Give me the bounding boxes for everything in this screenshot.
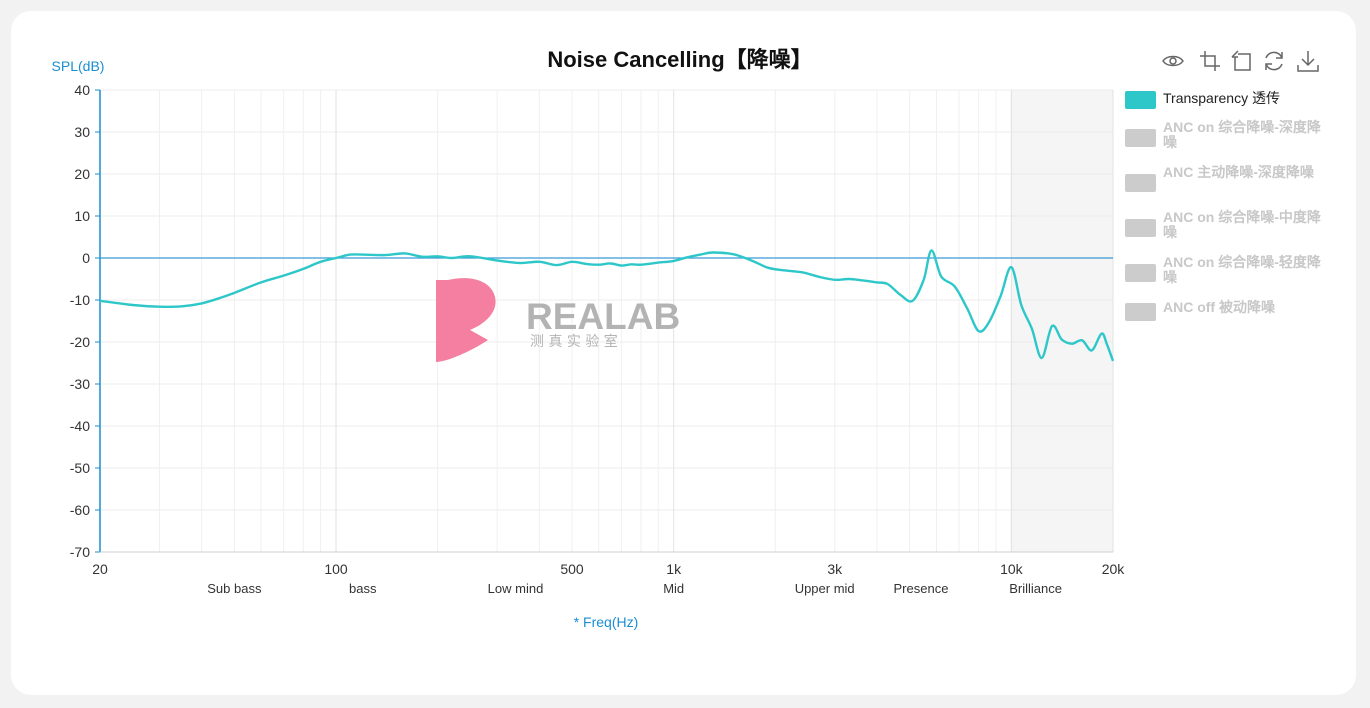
crop-icon[interactable]	[1197, 48, 1223, 74]
series-group	[99, 249, 1115, 362]
y-axis-label: SPL(dB)	[52, 58, 105, 74]
x-tick-label: 100	[324, 561, 348, 577]
band-label: Presence	[894, 581, 949, 596]
y-tick-label: -10	[70, 292, 90, 308]
x-tick-label: 20	[92, 561, 108, 577]
band-label: bass	[349, 581, 377, 596]
y-tick-label: -40	[70, 418, 90, 434]
legend-swatch	[1125, 264, 1156, 282]
y-tick-label: 20	[74, 166, 90, 182]
brilliance-shaded-region	[1011, 90, 1113, 552]
eye-icon[interactable]	[1160, 48, 1186, 74]
grid-lines	[99, 89, 1114, 553]
legend-swatch	[1125, 303, 1156, 321]
download-icon[interactable]	[1295, 48, 1321, 74]
legend-label: ANC 主动降噪-深度降噪	[1163, 164, 1314, 180]
series-line-transparency	[99, 249, 1115, 362]
legend-label: ANC on 综合降噪-轻度降噪	[1163, 254, 1321, 285]
legend-label: Transparency 透传	[1163, 90, 1280, 106]
legend-swatch	[1125, 174, 1156, 192]
y-tick-label: -50	[70, 460, 90, 476]
realab-watermark: REALAB 测 真 实 验 室	[436, 278, 680, 362]
x-tick-label: 1k	[666, 561, 682, 577]
x-tick-label: 500	[560, 561, 584, 577]
y-tick-label: -30	[70, 376, 90, 392]
watermark-subtitle: 测 真 实 验 室	[530, 333, 618, 350]
legend-swatch	[1125, 219, 1156, 237]
x-tick-label: 20k	[1102, 561, 1126, 577]
band-label: Low mind	[488, 581, 544, 596]
x-axis-label: * Freq(Hz)	[574, 614, 639, 630]
y-tick-label: -20	[70, 334, 90, 350]
legend-label: ANC on 综合降噪-深度降噪	[1163, 119, 1321, 150]
legend-swatch	[1125, 91, 1156, 109]
band-label: Sub bass	[207, 581, 262, 596]
legend-label: ANC off 被动降噪	[1163, 299, 1275, 315]
y-tick-label: -60	[70, 502, 90, 518]
realab-logo-icon	[436, 278, 496, 362]
watermark-brand: REALAB	[526, 296, 680, 337]
chart-card	[11, 11, 1356, 695]
band-label: Brilliance	[1009, 581, 1062, 596]
legend-label: ANC on 综合降噪-中度降噪	[1163, 209, 1321, 240]
y-tick-label: 10	[74, 208, 90, 224]
y-tick-label: 40	[74, 82, 90, 98]
legend-swatch	[1125, 129, 1156, 147]
chart-title: Noise Cancelling【降噪】	[547, 47, 813, 72]
x-tick-label: 3k	[827, 561, 843, 577]
undo-icon[interactable]	[1229, 48, 1255, 74]
refresh-icon[interactable]	[1261, 48, 1287, 74]
y-tick-label: 0	[82, 250, 90, 266]
y-tick-label: -70	[70, 544, 90, 560]
chart-toolbar	[1160, 48, 1330, 74]
y-tick-label: 30	[74, 124, 90, 140]
band-label: Mid	[663, 581, 684, 596]
x-tick-label: 10k	[1000, 561, 1024, 577]
band-label: Upper mid	[795, 581, 855, 596]
